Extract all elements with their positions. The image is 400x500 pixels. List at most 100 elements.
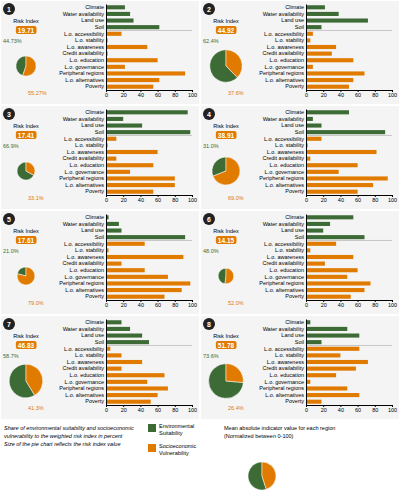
legend-entry: SocioeconomicVulnerability xyxy=(148,443,197,456)
y-tick: Soil xyxy=(295,234,304,240)
y-tick-label: L.o. accessibility xyxy=(64,241,104,247)
y-tick: L.o. stability xyxy=(275,247,304,253)
x-tick: 40 xyxy=(338,195,344,203)
bar xyxy=(106,176,175,180)
y-axis: ClimateWater availabilityLand useSoilL.o… xyxy=(59,319,106,405)
footer-note: Share of environmental suitability and s… xyxy=(4,425,134,447)
bar xyxy=(306,190,358,194)
x-tick-label: 100 xyxy=(388,302,397,308)
y-tick-label: Soil xyxy=(295,129,304,135)
y-tick: L.o. stability xyxy=(75,352,104,358)
y-tick-label: L.o. alternatives xyxy=(65,287,104,293)
bar xyxy=(306,85,349,89)
text-line: vulnerability to the weighted risk index… xyxy=(4,433,123,439)
x-tick: 40 xyxy=(138,300,144,308)
bar xyxy=(306,373,336,377)
bar xyxy=(106,5,125,9)
y-tick-label: Climate xyxy=(285,109,304,115)
x-tick-label: 0 xyxy=(305,302,308,308)
x-tick: 20 xyxy=(121,195,127,203)
y-axis: ClimateWater availabilityLand useSoilL.o… xyxy=(259,319,306,405)
x-tick: 80 xyxy=(372,90,378,98)
risk-label: Risk Index xyxy=(213,18,239,24)
pie xyxy=(218,268,234,284)
pie xyxy=(17,267,35,285)
risk-label: Risk Index xyxy=(213,123,239,129)
bars xyxy=(106,320,168,403)
footer: Share of environmental suitability and s… xyxy=(4,423,335,490)
bar xyxy=(306,333,359,337)
pie xyxy=(9,364,43,398)
number-badge xyxy=(3,318,15,330)
pie-label: 44.73% xyxy=(3,38,22,44)
bar xyxy=(306,71,364,75)
x-tick: 0 xyxy=(105,195,108,203)
y-tick-label: L.o. awareness xyxy=(267,254,305,260)
x-axis: 020406080100 xyxy=(105,90,197,98)
risk-label: Risk Index xyxy=(13,123,39,129)
bar xyxy=(306,5,325,9)
x-axis-line xyxy=(307,301,393,303)
risk-box xyxy=(216,131,237,139)
x-axis: 020406080100 xyxy=(105,300,197,308)
bar xyxy=(106,25,159,29)
y-tick-label: L.o. alternatives xyxy=(265,182,304,188)
y-tick-label: Land use xyxy=(81,17,104,23)
x-tick: 60 xyxy=(155,90,161,98)
y-tick-label: Peripheral regions xyxy=(59,70,104,76)
bar xyxy=(306,45,336,49)
x-tick: 100 xyxy=(388,90,397,98)
x-axis-line xyxy=(107,406,193,408)
y-tick: Poverty xyxy=(285,293,304,299)
x-axis: 020406080100 xyxy=(305,405,397,413)
bar xyxy=(106,137,116,141)
bar xyxy=(306,183,373,187)
y-axis-line xyxy=(106,320,107,406)
bar xyxy=(106,327,130,331)
x-tick: 20 xyxy=(321,300,327,308)
y-tick: L.o. governance xyxy=(65,64,104,70)
y-tick-label: Peripheral regions xyxy=(259,280,304,286)
x-tick-label: 80 xyxy=(372,92,378,98)
bar xyxy=(106,255,183,259)
bar xyxy=(106,163,153,167)
y-tick: L.o. governance xyxy=(265,274,304,280)
y-tick-label: Land use xyxy=(281,227,304,233)
y-tick: Peripheral regions xyxy=(259,385,304,391)
x-axis-line xyxy=(307,196,393,198)
y-tick-label: Poverty xyxy=(85,83,104,89)
y-tick: L.o. alternatives xyxy=(65,392,104,398)
bar xyxy=(306,281,371,285)
bars xyxy=(106,5,185,88)
number-badge xyxy=(203,213,215,225)
x-tick: 60 xyxy=(355,300,361,308)
bars xyxy=(306,5,368,88)
bar xyxy=(306,25,321,29)
risk-box xyxy=(16,131,37,139)
y-tick-label: Climate xyxy=(85,109,104,115)
x-tick-label: 40 xyxy=(338,92,344,98)
y-tick: Credit availability xyxy=(262,260,304,266)
bar xyxy=(106,373,164,377)
y-tick-label: Land use xyxy=(281,17,304,23)
x-tick: 0 xyxy=(305,195,308,203)
panel-background xyxy=(1,211,199,314)
pie-slice xyxy=(209,364,244,399)
x-tick-label: 20 xyxy=(321,92,327,98)
x-tick: 0 xyxy=(105,405,108,413)
y-tick-label: L.o. accessibility xyxy=(64,346,104,352)
y-tick: Soil xyxy=(95,234,104,240)
y-tick: Peripheral regions xyxy=(259,175,304,181)
bar xyxy=(106,228,121,232)
panel: 4Risk Index38.9131.0%69.0%020406080100Cl… xyxy=(201,106,399,209)
y-tick: L.o. awareness xyxy=(267,359,305,365)
pie-slice xyxy=(213,157,240,185)
bar xyxy=(306,275,347,279)
y-tick-label: Land use xyxy=(81,122,104,128)
y-tick-label: Soil xyxy=(95,339,104,345)
y-tick-label: Water availability xyxy=(63,221,105,227)
bar xyxy=(306,32,313,36)
bar xyxy=(306,360,368,364)
x-tick-label: 100 xyxy=(188,92,197,98)
bar xyxy=(306,150,377,154)
